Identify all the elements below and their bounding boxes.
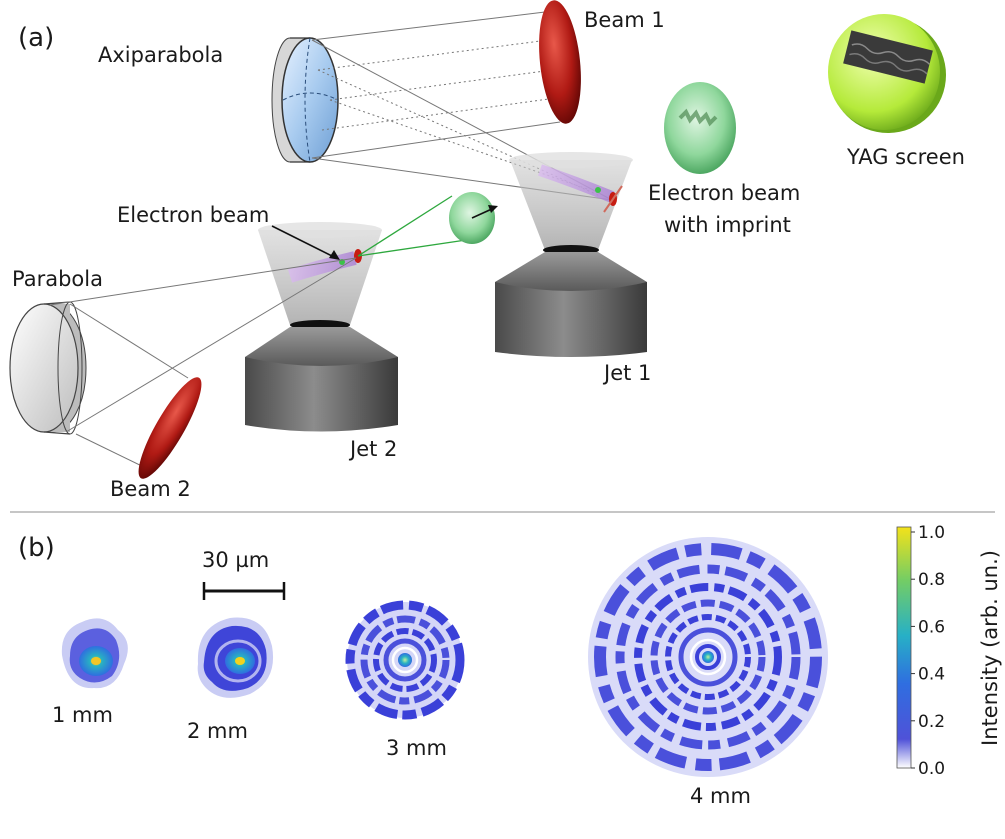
- colorbar-tick-label: 1.0: [918, 523, 945, 543]
- parabola-label: Parabola: [12, 267, 103, 291]
- parabola: [9, 301, 87, 435]
- electron-beam-pointer: [271, 225, 337, 259]
- beam1-disk: [539, 0, 581, 124]
- panel-b: (b) 30 µm 1 mm 2 mm: [18, 523, 1002, 808]
- colorbar-ticks: 1.0 0.8 0.6 0.4 0.2 0.0: [911, 523, 945, 779]
- colorbar-tick-label: 0.8: [918, 570, 945, 590]
- colorbar-tick-label: 0.6: [918, 617, 945, 637]
- colorbar-title: Intensity (arb. un.): [978, 550, 1002, 746]
- spot-4mm-label: 4 mm: [690, 784, 751, 808]
- colorbar: 1.0 0.8 0.6 0.4 0.2 0.0 Intensity (arb. un.): [896, 523, 1002, 779]
- beam1-label: Beam 1: [584, 8, 665, 32]
- colorbar-tick-label: 0.4: [918, 665, 945, 685]
- spot-2mm: [197, 617, 274, 698]
- spot-3mm: [345, 600, 465, 720]
- jet1-label: Jet 1: [602, 361, 651, 385]
- beam2-rays: [49, 257, 357, 471]
- axiparabola-label: Axiparabola: [98, 43, 223, 67]
- spot-1mm: [61, 618, 128, 689]
- spot-2mm-label: 2 mm: [187, 719, 248, 743]
- scale-bar-label: 30 µm: [202, 548, 269, 572]
- electron-beam-label: Electron beam: [117, 203, 269, 227]
- spot-1mm-label: 1 mm: [52, 703, 113, 727]
- beam2-label: Beam 2: [110, 477, 191, 501]
- spot-4mm: [588, 537, 828, 777]
- panel-a-label: (a): [18, 23, 54, 53]
- yag-label: YAG screen: [846, 145, 965, 169]
- colorbar-tick-label: 0.2: [918, 712, 945, 732]
- electron-beam-imprint-label-1: Electron beam: [648, 181, 800, 205]
- colorbar-tick-label: 0.0: [918, 759, 945, 779]
- jet1: [495, 152, 647, 357]
- spot-3mm-label: 3 mm: [386, 736, 447, 760]
- scale-bar: [202, 582, 286, 600]
- axiparabola: [271, 37, 339, 163]
- jet2-label: Jet 2: [348, 437, 397, 461]
- yag-screen: [828, 14, 946, 133]
- electron-beam-imprint-label-2: with imprint: [664, 213, 791, 237]
- panel-a: (a) Axiparabola Beam 1: [9, 0, 965, 501]
- electron-beam-path: [357, 192, 498, 257]
- electron-beam-imprint: [664, 82, 736, 174]
- beam2-disk: [138, 377, 202, 479]
- panel-b-label: (b): [18, 533, 55, 563]
